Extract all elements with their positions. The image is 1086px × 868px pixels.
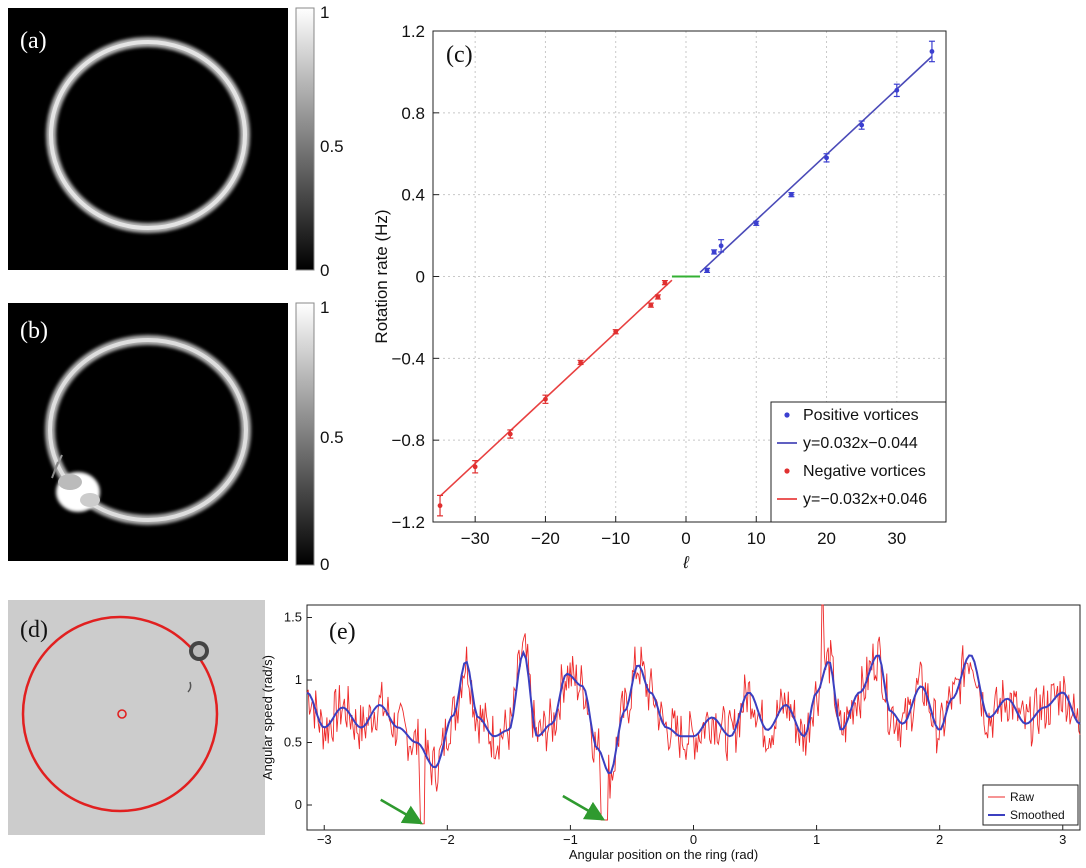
legend-entry: y=−0.032x+0.046 xyxy=(803,491,927,508)
x-tick-label: 30 xyxy=(887,529,906,548)
legend-entry: Raw xyxy=(1010,790,1034,804)
colorbar-a-tick-min: 0 xyxy=(320,261,329,280)
image-d-background xyxy=(8,600,265,835)
panel-a: (a) 1 0.5 0 xyxy=(8,3,344,280)
ring-core-a xyxy=(49,40,247,230)
data-point-negative xyxy=(472,464,478,470)
x-tick-label: 20 xyxy=(817,529,836,548)
y-tick-label: 1 xyxy=(295,672,302,687)
panel-b: (b) 1 0.5 0 xyxy=(8,298,344,574)
x-tick-label: −10 xyxy=(601,529,630,548)
data-point-negative xyxy=(543,396,548,402)
vortex-blob xyxy=(51,454,100,512)
colorbar-a xyxy=(295,7,315,271)
legend-dot-swatch xyxy=(784,468,790,474)
legend-entry: y=0.032x−0.044 xyxy=(803,435,918,452)
fit-line-3 xyxy=(439,279,673,497)
x-tick-label: 3 xyxy=(1059,832,1066,847)
y-tick-label: −1.2 xyxy=(391,513,425,532)
x-tick-label: −1 xyxy=(563,832,578,847)
legend-entry: Positive vortices xyxy=(803,407,919,424)
chart-e: −3 −2 −1 0 1 2 3 0 0.5 1 1.5 Angular position on th… xyxy=(260,604,1081,862)
data-point-positive xyxy=(824,155,829,161)
y-axis-label: Angular speed (rad/s) xyxy=(260,655,275,780)
data-point-positive xyxy=(704,267,710,273)
data-point-positive xyxy=(718,243,724,249)
y-tick-label: 0.4 xyxy=(401,186,425,205)
data-point-negative xyxy=(507,431,513,437)
x-axis-label: Angular position on the ring (rad) xyxy=(569,847,758,862)
chart-c: −30 −20 −10 0 10 20 30 −1.2 −0.8 −0.4 0 0.4 0.8 1.2 ℓ R… xyxy=(372,22,947,572)
colorbar-a-tick-mid: 0.5 xyxy=(320,137,344,156)
colorbar-b-tick-mid: 0.5 xyxy=(320,428,344,447)
panel-label-d: (d) xyxy=(20,617,48,643)
data-point-positive xyxy=(788,192,794,198)
y-tick-label: −0.8 xyxy=(391,431,425,450)
legend-dot-swatch xyxy=(784,412,790,418)
x-tick-label: −3 xyxy=(317,832,332,847)
x-tick-label: 2 xyxy=(936,832,943,847)
data-point-negative xyxy=(648,302,654,308)
data-point-positive xyxy=(929,49,935,54)
colorbar-b-tick-max: 1 xyxy=(320,298,329,317)
x-axis-label: ℓ xyxy=(682,553,689,572)
y-tick-label: 1.5 xyxy=(284,610,302,625)
data-point-positive xyxy=(711,249,717,255)
y-tick-label: 0 xyxy=(295,797,302,812)
x-tick-label: −2 xyxy=(440,832,455,847)
x-tick-label: 0 xyxy=(681,529,690,548)
panel-label-e: (e) xyxy=(329,619,356,645)
green-arrow-annotation xyxy=(562,794,606,821)
y-axis-label: Rotation rate (Hz) xyxy=(372,209,391,343)
y-tick-label: 1.2 xyxy=(401,22,425,41)
panel-label-a: (a) xyxy=(20,28,47,54)
ring-center-marker xyxy=(117,709,127,719)
data-point-negative xyxy=(578,360,583,365)
data-point-negative xyxy=(655,294,661,300)
green-arrow-annotation xyxy=(380,798,424,825)
data-point-negative xyxy=(437,503,443,509)
legend-box-e xyxy=(982,784,1079,826)
colorbar-a-tick-max: 1 xyxy=(320,3,329,22)
panel-d: (d) xyxy=(8,600,265,835)
x-tick-label: 1 xyxy=(813,832,820,847)
ring-core-b xyxy=(48,338,248,522)
x-tick-label: 0 xyxy=(690,832,697,847)
panel-label-c: (c) xyxy=(446,42,473,68)
data-point-negative xyxy=(662,280,668,286)
colorbar-b-tick-min: 0 xyxy=(320,555,329,574)
y-tick-label: −0.4 xyxy=(391,349,425,368)
legend-box xyxy=(770,401,947,523)
y-tick-label: 0.5 xyxy=(284,735,302,750)
ring-trace-circle xyxy=(21,615,219,813)
fit-line-1 xyxy=(699,55,933,273)
panel-label-b: (b) xyxy=(20,318,48,344)
data-point-positive xyxy=(859,122,865,128)
x-tick-label: −20 xyxy=(531,529,560,548)
x-tick-label: −30 xyxy=(461,529,490,548)
legend-entry: Negative vortices xyxy=(803,463,926,480)
colorbar-b xyxy=(295,302,315,566)
y-tick-label: 0.8 xyxy=(401,104,425,123)
data-point-positive xyxy=(753,220,759,226)
y-tick-label: 0 xyxy=(416,268,425,287)
plot-frame-e xyxy=(306,604,1081,831)
smoothed-speed-line xyxy=(306,649,1081,775)
legend-entry: Smoothed xyxy=(1010,808,1065,822)
data-point-positive xyxy=(894,87,900,93)
x-tick-label: 10 xyxy=(747,529,766,548)
raw-speed-line xyxy=(306,604,1081,825)
data-point-negative xyxy=(613,329,619,335)
